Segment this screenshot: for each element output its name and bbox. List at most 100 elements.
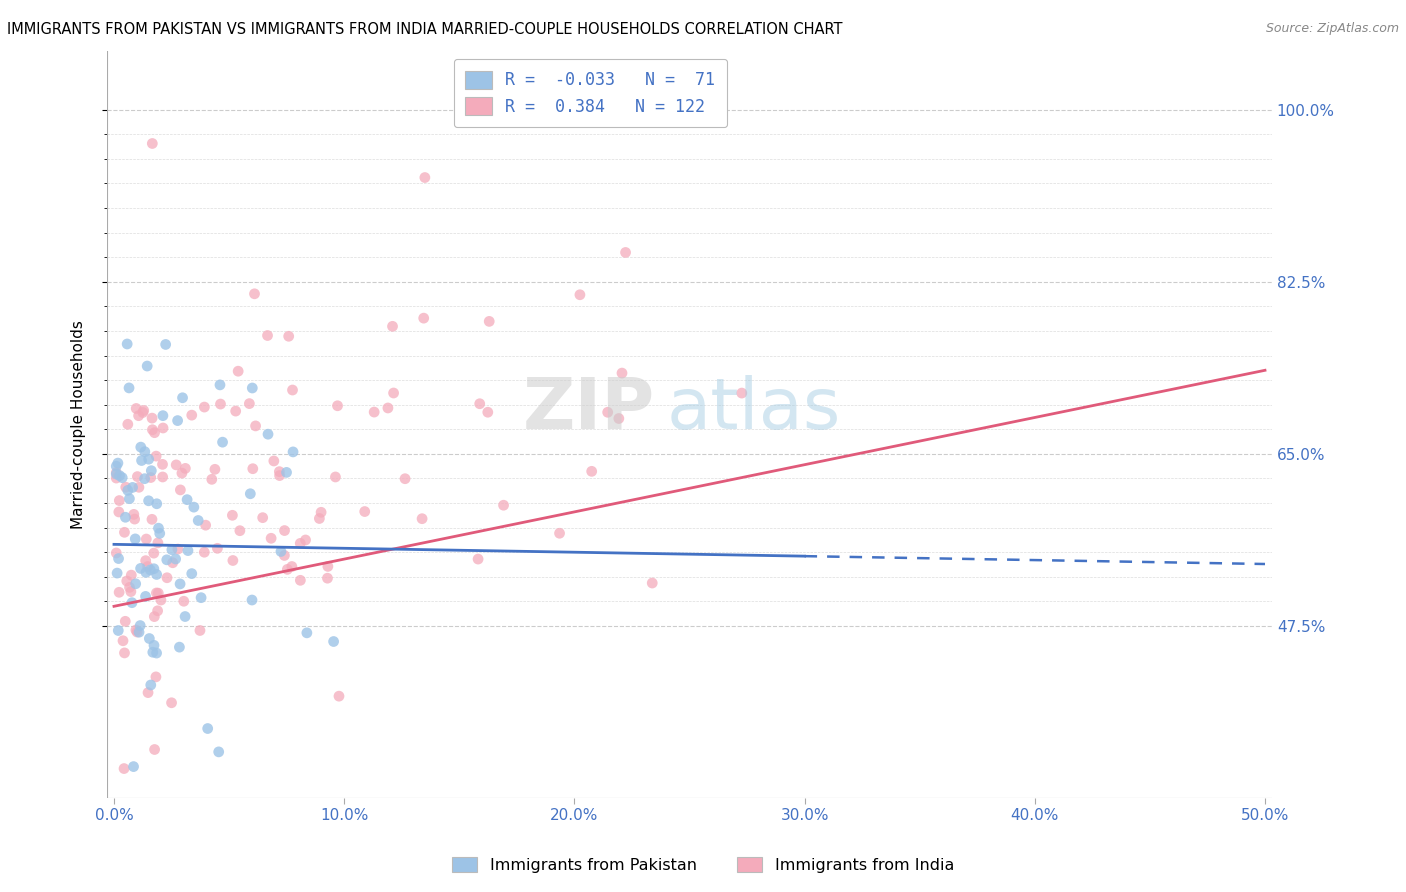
Point: [128, 480, 150, 494]
Point: [468, 397, 491, 411]
Point: [114, 646, 136, 660]
Point: [135, 566, 157, 580]
Point: [121, 480, 143, 494]
Point: [120, 584, 142, 599]
Point: [114, 510, 136, 524]
Point: [128, 409, 150, 423]
Point: [322, 634, 344, 648]
Point: [141, 423, 163, 437]
Point: [240, 381, 263, 395]
Point: [263, 454, 285, 468]
Point: [118, 580, 141, 594]
Point: [152, 470, 174, 484]
Point: [129, 618, 152, 632]
Point: [731, 386, 754, 401]
Point: [135, 532, 157, 546]
Point: [211, 435, 233, 450]
Point: [165, 552, 187, 566]
Point: [245, 418, 267, 433]
Point: [167, 542, 190, 557]
Point: [141, 512, 163, 526]
Point: [187, 514, 209, 528]
Point: [207, 541, 229, 556]
Point: [596, 405, 619, 419]
Point: [413, 170, 436, 185]
Point: [132, 405, 155, 419]
Point: [135, 554, 157, 568]
Point: [142, 546, 165, 560]
Point: [363, 405, 385, 419]
Point: [183, 500, 205, 515]
Point: [141, 464, 163, 478]
Point: [128, 625, 150, 640]
Legend: R =  -0.033   N =  71, R =  0.384   N = 122: R = -0.033 N = 71, R = 0.384 N = 122: [454, 59, 727, 128]
Point: [290, 536, 312, 550]
Point: [222, 553, 245, 567]
Point: [240, 593, 263, 607]
Point: [108, 468, 131, 483]
Point: [607, 411, 630, 425]
Point: [269, 468, 291, 483]
Point: [143, 742, 166, 756]
Text: Source: ZipAtlas.com: Source: ZipAtlas.com: [1265, 22, 1399, 36]
Point: [225, 404, 247, 418]
Point: [111, 470, 134, 484]
Point: [243, 286, 266, 301]
Point: [149, 526, 172, 541]
Point: [142, 562, 165, 576]
Point: [125, 625, 148, 640]
Point: [108, 505, 131, 519]
Point: [148, 521, 170, 535]
Point: [169, 483, 191, 497]
Point: [492, 498, 515, 512]
Point: [467, 552, 489, 566]
Point: [131, 453, 153, 467]
Point: [382, 386, 405, 401]
Point: [136, 359, 159, 373]
Point: [204, 462, 226, 476]
Point: [139, 470, 162, 484]
Point: [281, 383, 304, 397]
Point: [114, 525, 136, 540]
Y-axis label: Married-couple Households: Married-couple Households: [72, 320, 86, 529]
Point: [201, 472, 224, 486]
Point: [122, 759, 145, 773]
Point: [125, 623, 148, 637]
Text: IMMIGRANTS FROM PAKISTAN VS IMMIGRANTS FROM INDIA MARRIED-COUPLE HOUSEHOLDS CORR: IMMIGRANTS FROM PAKISTAN VS IMMIGRANTS F…: [7, 22, 842, 37]
Point: [152, 409, 174, 423]
Point: [118, 381, 141, 395]
Text: atlas: atlas: [666, 375, 841, 444]
Point: [143, 425, 166, 440]
Point: [411, 511, 433, 525]
Point: [242, 461, 264, 475]
Point: [152, 458, 174, 472]
Point: [132, 403, 155, 417]
Point: [139, 563, 162, 577]
Point: [294, 533, 316, 547]
Point: [136, 685, 159, 699]
Point: [277, 329, 299, 343]
Point: [135, 590, 157, 604]
Point: [188, 624, 211, 638]
Point: [276, 466, 298, 480]
Point: [193, 400, 215, 414]
Point: [145, 497, 167, 511]
Point: [138, 632, 160, 646]
Point: [138, 493, 160, 508]
Point: [172, 391, 194, 405]
Point: [105, 546, 128, 560]
Point: [145, 646, 167, 660]
Point: [129, 561, 152, 575]
Point: [478, 314, 501, 328]
Point: [127, 469, 149, 483]
Point: [122, 508, 145, 522]
Point: [325, 470, 347, 484]
Point: [146, 604, 169, 618]
Point: [174, 609, 197, 624]
Point: [139, 678, 162, 692]
Point: [180, 408, 202, 422]
Point: [270, 544, 292, 558]
Point: [145, 670, 167, 684]
Point: [194, 518, 217, 533]
Point: [169, 577, 191, 591]
